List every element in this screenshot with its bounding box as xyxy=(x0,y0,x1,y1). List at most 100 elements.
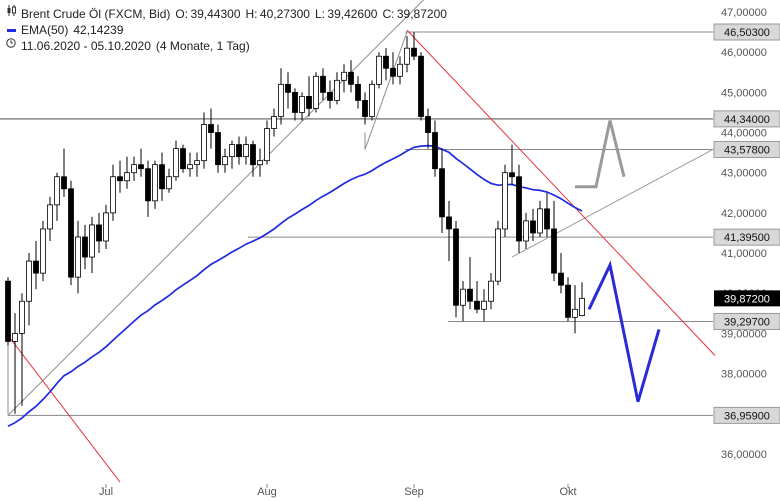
candle[interactable] xyxy=(418,52,424,121)
candle[interactable] xyxy=(404,36,410,73)
candle[interactable] xyxy=(285,72,291,109)
candle[interactable] xyxy=(124,156,130,189)
rising-trendline xyxy=(7,0,425,416)
candle[interactable] xyxy=(558,253,564,294)
candle[interactable] xyxy=(425,108,431,149)
candle[interactable] xyxy=(551,200,557,282)
candle[interactable] xyxy=(320,68,326,101)
candle[interactable] xyxy=(82,224,88,270)
candle[interactable] xyxy=(292,88,298,121)
candle[interactable] xyxy=(68,180,74,286)
candle[interactable] xyxy=(355,76,361,109)
candle[interactable] xyxy=(390,52,396,85)
candle[interactable] xyxy=(313,72,319,113)
candle[interactable] xyxy=(341,64,347,93)
candle[interactable] xyxy=(173,140,179,181)
candle[interactable] xyxy=(579,282,585,317)
candle[interactable] xyxy=(432,120,438,177)
candle[interactable] xyxy=(362,92,368,125)
candle[interactable] xyxy=(544,192,550,237)
candle[interactable] xyxy=(572,285,578,334)
level-tag-label: 36,95900 xyxy=(724,410,770,422)
candle-body xyxy=(362,100,368,117)
candle[interactable] xyxy=(257,148,263,177)
candle[interactable] xyxy=(565,277,571,322)
candle[interactable] xyxy=(61,148,67,197)
x-tick-label: Jul xyxy=(99,486,113,498)
candle-body xyxy=(579,297,585,316)
candle[interactable] xyxy=(12,313,18,414)
candle[interactable] xyxy=(348,60,354,93)
candle-body xyxy=(5,280,11,342)
candle[interactable] xyxy=(530,208,536,241)
candle[interactable] xyxy=(33,241,39,290)
candle[interactable] xyxy=(152,160,158,209)
candle[interactable] xyxy=(516,164,522,254)
candle[interactable] xyxy=(75,220,81,294)
candle-body xyxy=(229,144,235,158)
candle[interactable] xyxy=(187,152,193,177)
candle[interactable] xyxy=(383,48,389,81)
level-tag xyxy=(713,406,780,424)
candle[interactable] xyxy=(145,160,151,217)
candle[interactable] xyxy=(278,68,284,125)
candle[interactable] xyxy=(215,124,221,173)
candle[interactable] xyxy=(488,273,494,310)
candle[interactable] xyxy=(19,293,25,406)
candle-body xyxy=(558,272,564,286)
candle[interactable] xyxy=(47,196,53,241)
candle[interactable] xyxy=(411,32,417,61)
candle[interactable] xyxy=(467,257,473,310)
candle[interactable] xyxy=(299,92,305,121)
candle[interactable] xyxy=(453,220,459,318)
candle[interactable] xyxy=(194,152,200,177)
candle-body xyxy=(418,55,424,117)
candle[interactable] xyxy=(166,168,172,193)
candle[interactable] xyxy=(509,144,515,185)
candles-layer[interactable] xyxy=(5,32,585,414)
candle[interactable] xyxy=(5,277,11,346)
candle[interactable] xyxy=(439,148,445,233)
candle[interactable] xyxy=(376,52,382,89)
candle[interactable] xyxy=(138,148,144,177)
candle[interactable] xyxy=(306,76,312,117)
candle[interactable] xyxy=(236,136,242,165)
candle[interactable] xyxy=(369,80,375,121)
candle[interactable] xyxy=(96,212,102,254)
candle[interactable] xyxy=(537,200,543,237)
candle[interactable] xyxy=(523,212,529,250)
candle[interactable] xyxy=(26,253,32,326)
candle[interactable] xyxy=(110,164,116,221)
candle[interactable] xyxy=(229,140,235,169)
candle[interactable] xyxy=(201,112,207,169)
candle[interactable] xyxy=(271,108,277,137)
projection-path-up xyxy=(575,120,626,189)
candle[interactable] xyxy=(460,281,466,322)
candle[interactable] xyxy=(495,220,501,286)
trendlines xyxy=(7,0,723,483)
candle[interactable] xyxy=(131,156,137,181)
candle[interactable] xyxy=(54,172,60,221)
candle[interactable] xyxy=(446,200,452,262)
candle[interactable] xyxy=(502,164,508,237)
candle[interactable] xyxy=(117,160,123,193)
candle[interactable] xyxy=(334,72,340,105)
candle[interactable] xyxy=(397,56,403,85)
candle[interactable] xyxy=(264,120,270,165)
candle[interactable] xyxy=(327,80,333,109)
candle[interactable] xyxy=(474,281,480,314)
candle[interactable] xyxy=(180,144,186,173)
candle[interactable] xyxy=(40,220,46,282)
y-tick-label: 47,00000 xyxy=(721,7,767,19)
candle[interactable] xyxy=(208,108,214,149)
candle[interactable] xyxy=(481,289,487,322)
candle[interactable] xyxy=(159,152,165,201)
candle[interactable] xyxy=(243,136,249,165)
candle[interactable] xyxy=(103,204,109,250)
candle-body xyxy=(166,176,172,190)
candle[interactable] xyxy=(222,148,228,173)
candle[interactable] xyxy=(250,140,256,177)
candle[interactable] xyxy=(89,216,95,274)
candle-body xyxy=(481,300,487,310)
